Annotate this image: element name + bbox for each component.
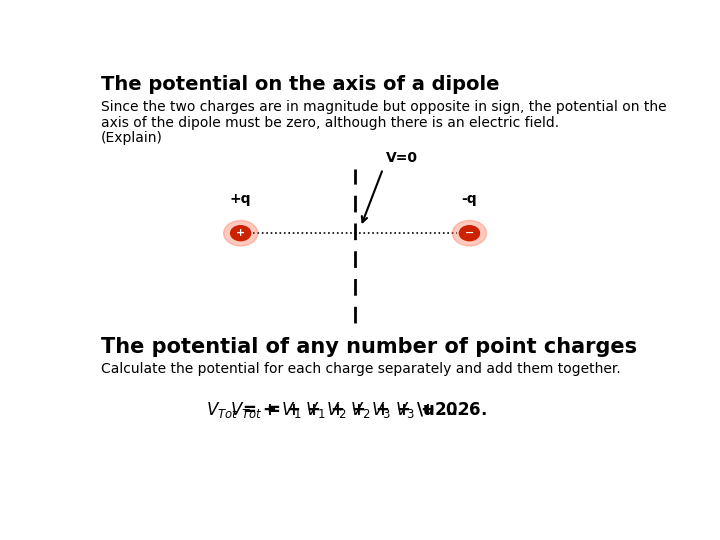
- Circle shape: [452, 220, 487, 246]
- Text: +q: +q: [230, 192, 251, 206]
- Text: (Explain): (Explain): [101, 131, 163, 145]
- Text: $V_{Tot}$ = + $V_1$ + $V_2$ + $V_3$ + \u2026.: $V_{Tot}$ = + $V_1$ + $V_2$ + $V_3$ + \u…: [206, 400, 487, 420]
- Text: The potential of any number of point charges: The potential of any number of point cha…: [101, 337, 637, 357]
- Text: -q: -q: [462, 192, 477, 206]
- Text: +: +: [236, 228, 246, 238]
- Circle shape: [230, 226, 251, 241]
- Text: Since the two charges are in magnitude but opposite in sign, the potential on th: Since the two charges are in magnitude b…: [101, 100, 667, 114]
- Text: −: −: [464, 228, 474, 238]
- Text: $V_{Tot}$ = + $V_1$ + $V_2$ + $V_3$ + ….: $V_{Tot}$ = + $V_1$ + $V_2$ + $V_3$ + ….: [230, 400, 464, 420]
- Text: The potential on the axis of a dipole: The potential on the axis of a dipole: [101, 75, 500, 94]
- Text: Calculate the potential for each charge separately and add them together.: Calculate the potential for each charge …: [101, 362, 621, 376]
- Text: V=0: V=0: [386, 151, 418, 165]
- Circle shape: [224, 220, 258, 246]
- Text: axis of the dipole must be zero, although there is an electric field.: axis of the dipole must be zero, althoug…: [101, 116, 559, 130]
- Circle shape: [459, 226, 480, 241]
